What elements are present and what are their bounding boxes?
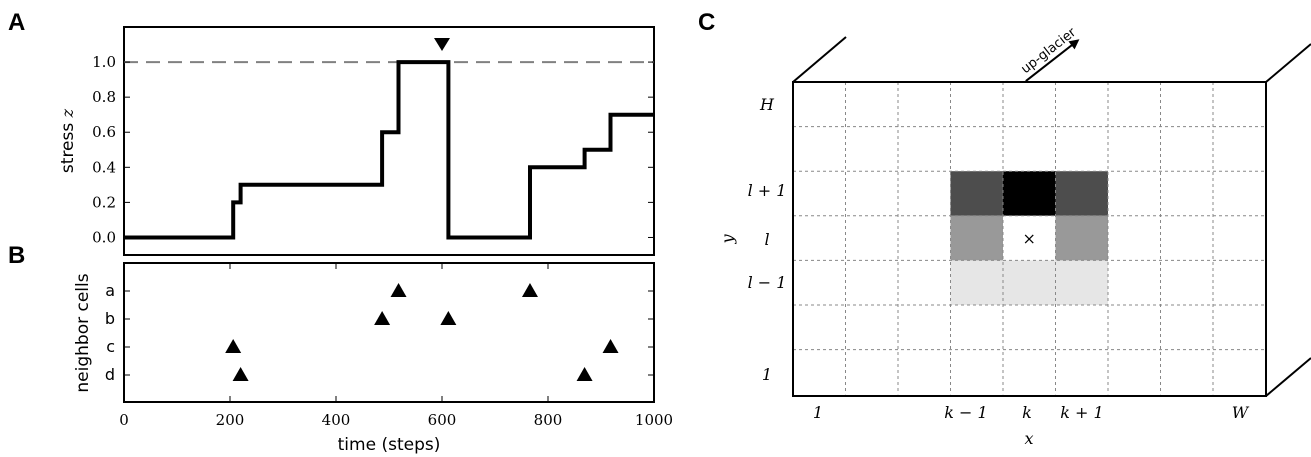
panel-b-category-label: d — [105, 365, 115, 384]
panel-b-xtick-label: 1000 — [635, 411, 673, 429]
shaded-grid-cell — [1055, 171, 1108, 216]
panel-c-ytick-label: 1 — [762, 365, 772, 384]
panel-c-xlabel: x — [1024, 429, 1033, 448]
threshold-reached-marker — [434, 38, 450, 51]
panel-c-grid-diagram: up-glacier × 1 k − 1 k k + 1 W Hl + 1 l l − 1 1… — [718, 25, 1311, 448]
shaded-grid-cell — [950, 215, 1003, 261]
panel-a-ytick-label: 1.0 — [92, 53, 116, 71]
panel-c-ylabel: y — [718, 234, 737, 245]
event-triangle-marker — [602, 339, 619, 353]
shaded-grid-cell — [1003, 260, 1056, 305]
panel-b-xlabel: time (steps) — [338, 435, 441, 455]
panel-b-category-label: a — [105, 281, 115, 300]
event-triangle-marker — [374, 311, 391, 325]
event-triangle-marker — [225, 339, 242, 353]
panel-b-xtick-label: 0 — [119, 411, 129, 429]
panel-b-category-label: c — [106, 337, 115, 356]
panel-a-stress-plot: 0.0 0.2 0.4 0.6 0.8 1.0 stress z — [58, 26, 655, 256]
panel-a-ytick-label: 0.2 — [92, 193, 116, 211]
panel-a-ytick-label: 0.6 — [92, 123, 116, 141]
panel-a-ylabel: stress z — [58, 108, 78, 173]
up-glacier-arrow: up-glacier — [1019, 25, 1080, 82]
panel-c-xtick-label: k − 1 — [944, 403, 987, 422]
panel-b-xtick-label: 200 — [216, 411, 245, 429]
panel-b-xtick-label: 600 — [428, 411, 457, 429]
box-edge-top-left — [792, 36, 847, 83]
panel-b-ylabel: neighbor cells — [73, 273, 93, 392]
panel-c-ytick-label: l — [764, 230, 769, 249]
event-triangle-marker — [576, 367, 593, 381]
panel-c-xtick-label: W — [1232, 403, 1250, 422]
shaded-grid-cell — [1055, 215, 1108, 261]
center-cell-marker: × — [1023, 229, 1036, 248]
shaded-grid-cell — [950, 260, 1003, 305]
event-triangle-marker — [521, 283, 538, 297]
shaded-grid-cell — [1003, 171, 1056, 216]
panel-a-ytick-label: 0.4 — [92, 158, 116, 176]
panel-a-ytick-label: 0.8 — [92, 88, 116, 106]
panel-b-frame — [123, 262, 655, 403]
panel-c-xtick-label: k + 1 — [1060, 403, 1103, 422]
panel-label-b: B — [8, 242, 25, 269]
up-glacier-label: up-glacier — [1019, 25, 1080, 77]
panel-c-ytick-label: l − 1 — [748, 273, 787, 292]
panel-c-ytick-label: H — [759, 95, 775, 114]
box-edge-bottom-right — [1265, 357, 1311, 397]
grid-front-frame — [792, 81, 1267, 397]
panel-a-frame — [123, 26, 655, 256]
shaded-grid-cell — [1003, 215, 1056, 261]
panel-b-xtick-label: 400 — [322, 411, 351, 429]
panel-b-category-label: b — [105, 309, 115, 328]
panel-b-xtick-label: 800 — [534, 411, 563, 429]
panel-label-c: C — [698, 9, 715, 36]
event-triangle-marker — [440, 311, 457, 325]
panel-c-xtick-label: 1 — [813, 403, 823, 422]
stress-series-line — [124, 60, 654, 240]
shaded-grid-cell — [1055, 260, 1108, 305]
event-triangle-marker — [232, 367, 249, 381]
panel-c-xtick-label: k — [1022, 403, 1032, 422]
panel-a-ytick-label: 0.0 — [92, 228, 116, 246]
panel-label-a: A — [8, 9, 25, 36]
event-triangle-marker — [390, 283, 407, 297]
box-edge-top-right — [1265, 43, 1311, 83]
shaded-grid-cell — [950, 171, 1003, 216]
panel-c-ytick-label: l + 1 — [748, 181, 787, 200]
